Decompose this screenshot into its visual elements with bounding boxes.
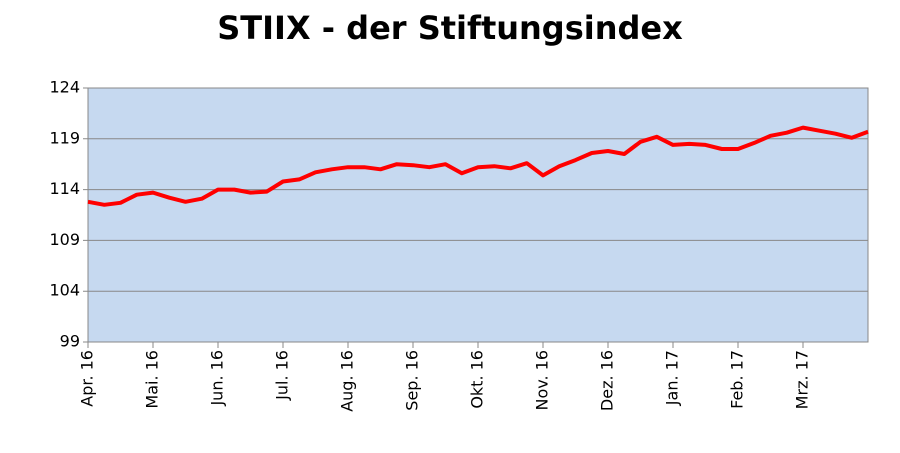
x-tick-label: Mrz. 17 (793, 350, 812, 409)
y-tick-label: 119 (49, 128, 80, 147)
y-tick-label: 124 (49, 78, 80, 97)
x-tick-label: Aug. 16 (338, 350, 357, 412)
x-tick-label: Feb. 17 (728, 350, 747, 409)
x-tick-label: Mai. 16 (143, 350, 162, 409)
x-tick-label: Jul. 16 (273, 350, 292, 401)
y-tick-label: 109 (49, 230, 80, 249)
x-tick-label: Jun. 16 (208, 350, 227, 407)
x-tick-label: Okt. 16 (468, 350, 487, 409)
data-line (87, 125, 869, 207)
plot-area (87, 87, 869, 343)
x-tick-label: Apr. 16 (78, 350, 97, 407)
x-tick-label: Jan. 17 (663, 350, 682, 406)
y-tick-label: 99 (60, 332, 80, 351)
x-tick-label: Sep. 16 (403, 350, 422, 411)
chart-title: STIIX - der Stiftungsindex (217, 9, 683, 47)
x-tick-label: Dez. 16 (598, 350, 617, 411)
y-tick-label: 114 (49, 179, 80, 198)
y-tick-label: 104 (49, 281, 80, 300)
x-tick-label: Nov. 16 (533, 350, 552, 411)
